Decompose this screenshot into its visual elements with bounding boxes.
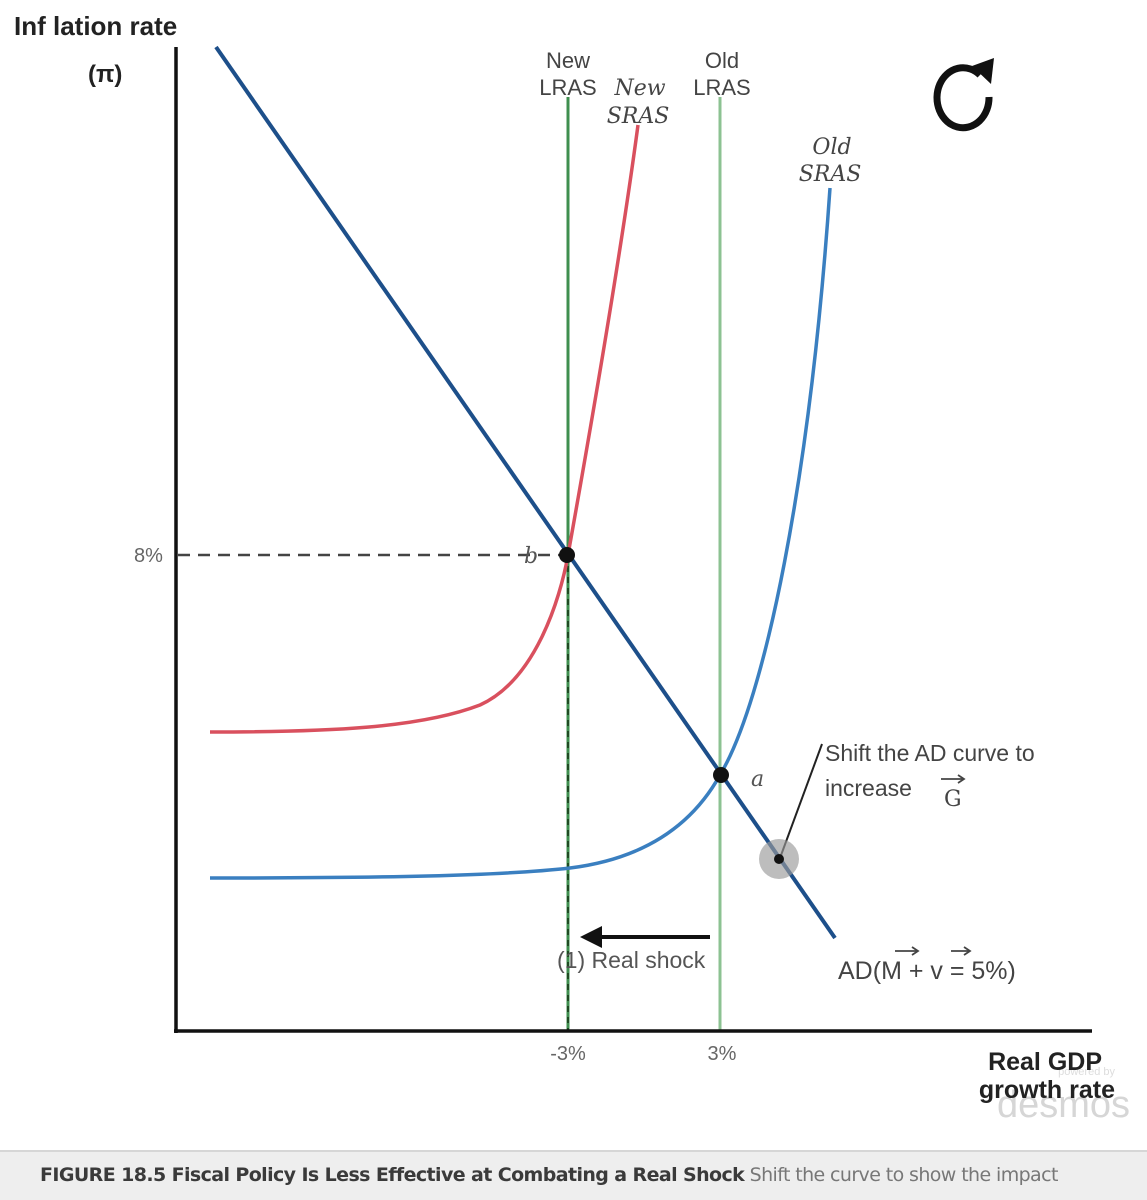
hint-text-line1: Shift the AD curve to: [825, 740, 1035, 766]
new-sras-label-line1: New: [613, 76, 665, 101]
point-b-label: b: [524, 544, 538, 569]
real-shock-label: (1) Real shock: [557, 947, 706, 973]
real-shock-arrowhead: [580, 926, 602, 948]
new-sras-label-line2: SRAS: [607, 104, 670, 129]
caption-title: FIGURE 18.5 Fiscal Policy Is Less Effect…: [40, 1164, 745, 1186]
old-sras-curve: [209, 187, 832, 880]
chart-canvas: Inf lation rate (π) b a New LRAS Old LRA…: [14, 11, 1130, 1126]
ad-drag-handle-center[interactable]: [774, 854, 784, 864]
y-axis-title-symbol: (π): [88, 61, 122, 88]
old-lras-label-line1: Old: [705, 48, 739, 73]
ad-label: AD(M + v = 5%): [838, 957, 1016, 985]
figure-caption: FIGURE 18.5 Fiscal Policy Is Less Effect…: [0, 1150, 1147, 1200]
old-sras-label-line2: SRAS: [799, 162, 862, 187]
g-vector-arrowhead: [957, 774, 966, 784]
old-lras-label-line2: LRAS: [693, 75, 750, 100]
point-b: [559, 547, 575, 563]
reset-button[interactable]: [920, 55, 1010, 145]
desmos-watermark-small: powered by: [1058, 1066, 1115, 1078]
y-axis-title: Inf lation rate: [14, 11, 177, 41]
new-lras-label-line1: New: [546, 48, 590, 73]
new-lras-label-line2: LRAS: [539, 75, 596, 100]
point-a: [713, 767, 729, 783]
hint-text-line2: increase: [825, 775, 912, 801]
new-sras-curve: [209, 124, 640, 734]
x-axis-title-line1: Real GDP: [988, 1048, 1102, 1076]
caption-instruction: Shift the curve to show the impact: [744, 1164, 1059, 1186]
x-tick-3: 3%: [708, 1043, 737, 1065]
m-vector-arrowhead: [911, 946, 920, 956]
x-axis-title-line2: growth rate: [979, 1076, 1115, 1104]
hint-g-symbol: G: [944, 787, 962, 812]
y-tick-8pct: 8%: [134, 545, 163, 567]
x-tick-neg3: -3%: [550, 1043, 586, 1065]
hint-leader-line: [779, 743, 823, 859]
point-a-label: a: [751, 767, 764, 792]
v-vector-arrowhead: [963, 946, 972, 956]
desmos-watermark: desmos: [997, 1084, 1130, 1126]
ad-curve[interactable]: [214, 45, 837, 940]
reset-icon: [933, 58, 994, 132]
old-sras-label-line1: Old: [812, 135, 851, 160]
